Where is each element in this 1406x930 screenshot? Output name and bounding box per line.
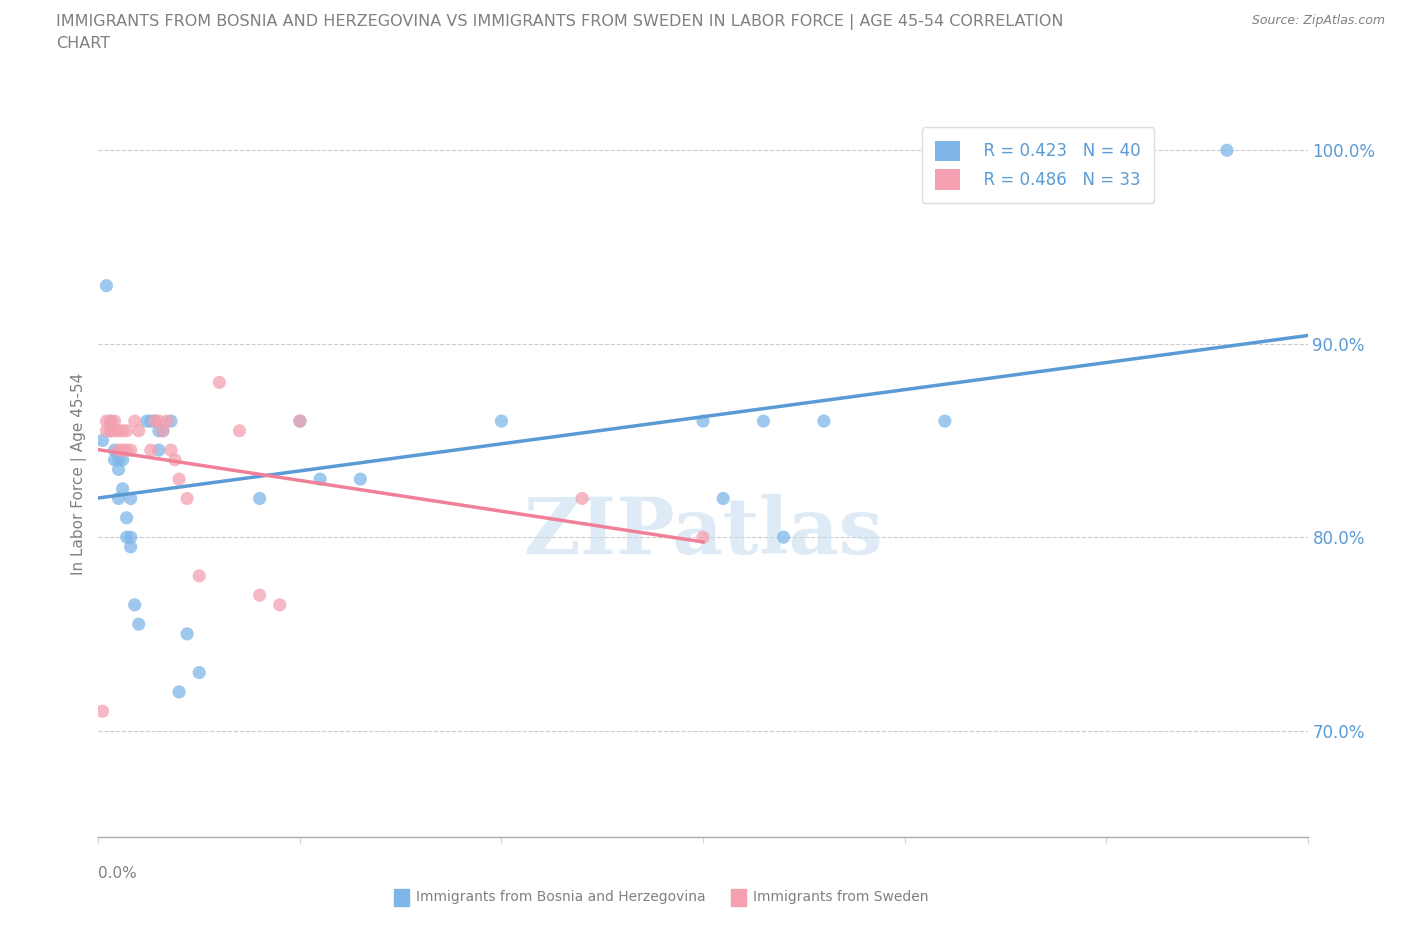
Point	[491, 414, 513, 429]
Point	[115, 511, 138, 525]
Point	[120, 491, 142, 506]
Point	[111, 482, 134, 497]
Point	[692, 414, 714, 429]
Point	[249, 588, 271, 603]
Point	[288, 414, 311, 429]
Point	[100, 423, 122, 438]
Point	[813, 414, 835, 429]
Point	[1216, 143, 1239, 158]
Point	[152, 423, 174, 438]
Point	[269, 597, 291, 612]
Point	[111, 443, 134, 458]
Text: ZIPatlas: ZIPatlas	[523, 495, 883, 570]
Point	[107, 423, 129, 438]
Point	[188, 665, 211, 680]
Point	[124, 597, 146, 612]
Point	[120, 443, 142, 458]
Point	[349, 472, 371, 486]
Point	[124, 414, 146, 429]
Point	[103, 423, 125, 438]
Point	[156, 414, 179, 429]
Point	[115, 530, 138, 545]
Point	[120, 530, 142, 545]
Point	[120, 539, 142, 554]
Point	[208, 375, 231, 390]
Point	[111, 423, 134, 438]
Point	[128, 617, 150, 631]
Point	[249, 491, 271, 506]
Point	[143, 414, 166, 429]
Point	[148, 423, 170, 438]
Point	[100, 423, 122, 438]
Point	[107, 443, 129, 458]
Point	[163, 452, 186, 467]
Point	[96, 278, 118, 293]
Point	[176, 491, 198, 506]
Text: Immigrants from Bosnia and Herzegovina: Immigrants from Bosnia and Herzegovina	[416, 890, 706, 905]
Point	[143, 414, 166, 429]
Point	[96, 423, 118, 438]
Point	[167, 684, 190, 699]
Point	[692, 530, 714, 545]
Point	[128, 423, 150, 438]
Point	[139, 443, 162, 458]
Point	[752, 414, 775, 429]
Text: Source: ZipAtlas.com: Source: ZipAtlas.com	[1251, 14, 1385, 27]
Y-axis label: In Labor Force | Age 45-54: In Labor Force | Age 45-54	[72, 373, 87, 576]
Point	[288, 414, 311, 429]
Point	[100, 414, 122, 429]
Point	[188, 568, 211, 583]
Point	[148, 414, 170, 429]
Point	[91, 704, 114, 719]
Point	[107, 491, 129, 506]
Point	[176, 627, 198, 642]
Point	[160, 414, 183, 429]
Point	[135, 414, 157, 429]
Text: IMMIGRANTS FROM BOSNIA AND HERZEGOVINA VS IMMIGRANTS FROM SWEDEN IN LABOR FORCE : IMMIGRANTS FROM BOSNIA AND HERZEGOVINA V…	[56, 14, 1064, 51]
Point	[160, 443, 183, 458]
Point	[148, 443, 170, 458]
Point	[107, 452, 129, 467]
Point	[139, 414, 162, 429]
Point	[107, 462, 129, 477]
Point	[115, 423, 138, 438]
Point	[772, 530, 794, 545]
Point	[309, 472, 332, 486]
Point	[152, 423, 174, 438]
Point	[711, 491, 734, 506]
Text: Immigrants from Sweden: Immigrants from Sweden	[754, 890, 929, 905]
Point	[167, 472, 190, 486]
Text: 0.0%: 0.0%	[98, 866, 138, 881]
Point	[96, 414, 118, 429]
Point	[228, 423, 250, 438]
Legend:   R = 0.423   N = 40,   R = 0.486   N = 33: R = 0.423 N = 40, R = 0.486 N = 33	[921, 127, 1154, 203]
Point	[100, 414, 122, 429]
Point	[91, 433, 114, 448]
Point	[934, 414, 956, 429]
Point	[103, 443, 125, 458]
Point	[571, 491, 593, 506]
Point	[115, 443, 138, 458]
Point	[103, 452, 125, 467]
Point	[111, 452, 134, 467]
Point	[103, 414, 125, 429]
